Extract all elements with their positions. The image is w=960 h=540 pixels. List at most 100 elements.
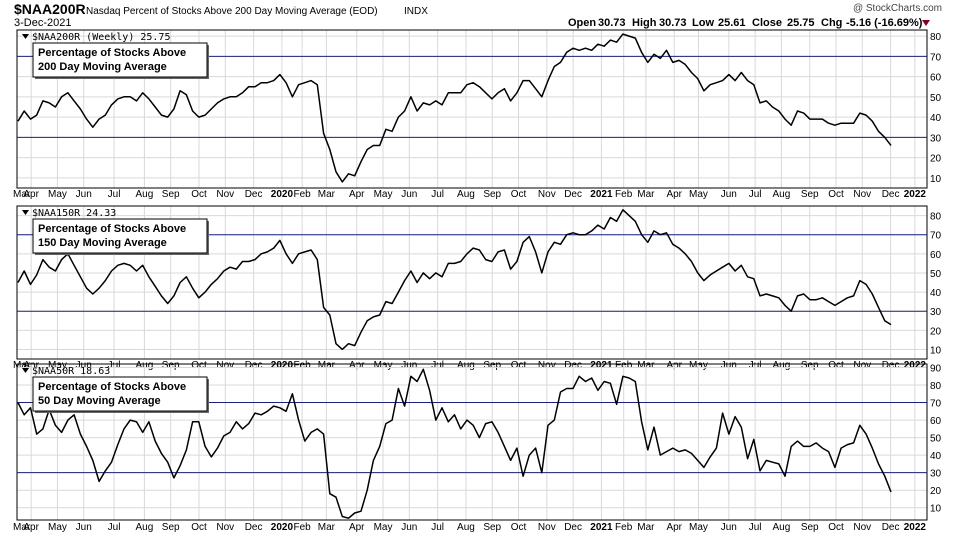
x-tick-label: Jul: [431, 189, 444, 200]
x-tick-label: Nov: [853, 522, 871, 533]
y-tick-label: 20: [930, 326, 942, 337]
x-tick-label: Oct: [191, 522, 207, 533]
panel-label: $NAA200R (Weekly) 25.75: [22, 32, 170, 43]
annotation-line: 150 Day Moving Average: [38, 237, 167, 249]
high-value: 30.73: [659, 17, 687, 29]
x-tick-label: 2022: [904, 189, 927, 200]
x-tick-label: 2021: [590, 522, 613, 533]
down-triangle-icon: [922, 20, 930, 26]
x-tick-label: Feb: [294, 189, 312, 200]
x-tick-label: Dec: [882, 522, 900, 533]
x-tick-label: Aug: [457, 189, 475, 200]
x-tick-label: Apr: [349, 522, 365, 533]
y-tick-label: 90: [930, 364, 942, 375]
panel-label-text: $NAA50R 18.63: [32, 366, 110, 377]
x-tick-label: Mar: [318, 189, 336, 200]
x-tick-label: Oct: [511, 189, 527, 200]
panel-triangle-icon: [22, 368, 29, 373]
annotation-frame: [32, 376, 208, 412]
annotation-line: Percentage of Stocks Above: [38, 47, 186, 59]
high-label: High: [632, 17, 657, 29]
y-tick-label: 40: [930, 288, 942, 299]
annotation-box: Percentage of Stocks Above 50 Day Moving …: [32, 376, 209, 413]
x-tick-label: Mar: [637, 522, 655, 533]
x-tick-label: Jun: [76, 189, 92, 200]
y-tick-label: 50: [930, 269, 942, 280]
x-tick-label: Apr: [666, 522, 682, 533]
x-tick-label: Aug: [136, 522, 154, 533]
x-tick-label: Oct: [511, 522, 527, 533]
x-tick-label: 2020: [271, 522, 294, 533]
chart-header: $NAA200R Nasdaq Percent of Stocks Above …: [14, 1, 942, 29]
x-tick-label: Mar: [318, 522, 336, 533]
x-tick-label: Nov: [538, 522, 556, 533]
y-tick-label: 30: [930, 133, 942, 144]
symbol-description: Nasdaq Percent of Stocks Above 200 Day M…: [86, 6, 378, 17]
x-tick-label: Aug: [457, 522, 475, 533]
panel-label-text: $NAA150R 24.33: [32, 208, 116, 219]
close-label: Close: [752, 17, 782, 29]
x-tick-label: Mar: [13, 189, 31, 200]
y-tick-label: 30: [930, 469, 942, 480]
low-label: Low: [692, 17, 714, 29]
y-tick-label: 80: [930, 32, 942, 43]
x-tick-label: May: [689, 522, 708, 533]
watermark: @ StockCharts.com: [853, 3, 942, 14]
x-tick-label: 2020: [271, 189, 294, 200]
x-tick-label: Apr: [23, 522, 39, 533]
x-tick-label: Oct: [828, 522, 844, 533]
x-tick-label: Dec: [564, 522, 582, 533]
annotation-frame: [32, 42, 208, 78]
annotation-line: 200 Day Moving Average: [38, 61, 167, 73]
chg-label: Chg: [821, 17, 842, 29]
x-tick-label: Apr: [23, 189, 39, 200]
panel-triangle-icon: [22, 34, 29, 39]
x-tick-label: Apr: [349, 189, 365, 200]
panel-frame: [16, 205, 928, 360]
y-tick-label: 60: [930, 416, 942, 427]
x-tick-label: Mar: [13, 360, 31, 371]
chart-panels: 10 20 30 40 50 60 70 80 $NAA200R (Weekly) 25.75 P…: [13, 29, 942, 533]
x-tick-label: Aug: [136, 189, 154, 200]
x-tick-label: 2021: [590, 189, 613, 200]
x-tick-label: Sep: [483, 189, 501, 200]
x-tick-label: Aug: [773, 189, 791, 200]
y-tick-label: 20: [930, 486, 942, 497]
open-value: 30.73: [598, 17, 626, 29]
x-tick-label: Jul: [749, 189, 762, 200]
x-tick-label: Jul: [749, 522, 762, 533]
close-value: 25.75: [787, 17, 815, 29]
open-label: Open: [568, 17, 596, 29]
x-tick-label: Feb: [615, 522, 633, 533]
x-tick-label: Dec: [564, 189, 582, 200]
x-tick-label: Feb: [615, 189, 633, 200]
x-tick-label: Jul: [108, 522, 121, 533]
y-tick-label: 10: [930, 504, 942, 515]
y-tick-label: 50: [930, 93, 942, 104]
chg-value: -5.16 (-16.69%): [846, 17, 923, 29]
x-tick-label: Jun: [401, 189, 417, 200]
x-tick-label: Nov: [216, 522, 234, 533]
annotation-box: Percentage of Stocks Above 150 Day Moving…: [32, 218, 209, 255]
x-tick-label: Mar: [13, 522, 31, 533]
x-tick-label: May: [374, 522, 393, 533]
panel-frame: [16, 29, 928, 189]
x-tick-label: Aug: [773, 522, 791, 533]
y-tick-label: 70: [930, 399, 942, 410]
x-tick-label: Mar: [637, 189, 655, 200]
x-tick-label: Feb: [294, 522, 312, 533]
y-tick-label: 50: [930, 434, 942, 445]
x-tick-label: Sep: [801, 522, 819, 533]
x-tick-label: Apr: [666, 189, 682, 200]
x-tick-label: May: [374, 189, 393, 200]
x-tick-label: Jun: [76, 522, 92, 533]
x-tick-label: Jul: [108, 189, 121, 200]
x-tick-label: Sep: [801, 189, 819, 200]
x-tick-label: May: [48, 522, 67, 533]
y-tick-label: 70: [930, 231, 942, 242]
x-tick-label: Oct: [828, 189, 844, 200]
x-tick-label: Jun: [721, 189, 737, 200]
symbol-title: $NAA200R: [14, 1, 86, 17]
